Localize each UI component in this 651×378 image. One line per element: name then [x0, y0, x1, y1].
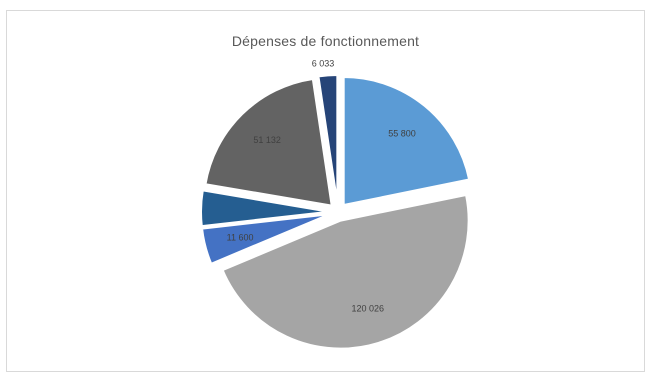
pie-data-labels: 55 800 120 026 11 600 51 132 6 033	[227, 58, 416, 313]
chart-title: Dépenses de fonctionnement	[231, 33, 420, 49]
pie-data-label-5: 6 033	[312, 58, 335, 68]
pie-slice-3	[200, 189, 330, 228]
pie-slice-0	[342, 76, 471, 207]
pie-data-label-2: 11 600	[227, 232, 254, 242]
pie-slice-5	[317, 74, 339, 204]
pie-data-label-1: 120 026	[352, 304, 385, 314]
pie-slices	[200, 74, 471, 350]
pie-slice-1	[221, 193, 470, 350]
pie-data-label-0: 55 800	[388, 129, 416, 139]
pie-slice-4	[204, 77, 333, 207]
pie-data-label-4: 51 132	[253, 135, 281, 145]
pie-slice-2	[200, 213, 330, 266]
